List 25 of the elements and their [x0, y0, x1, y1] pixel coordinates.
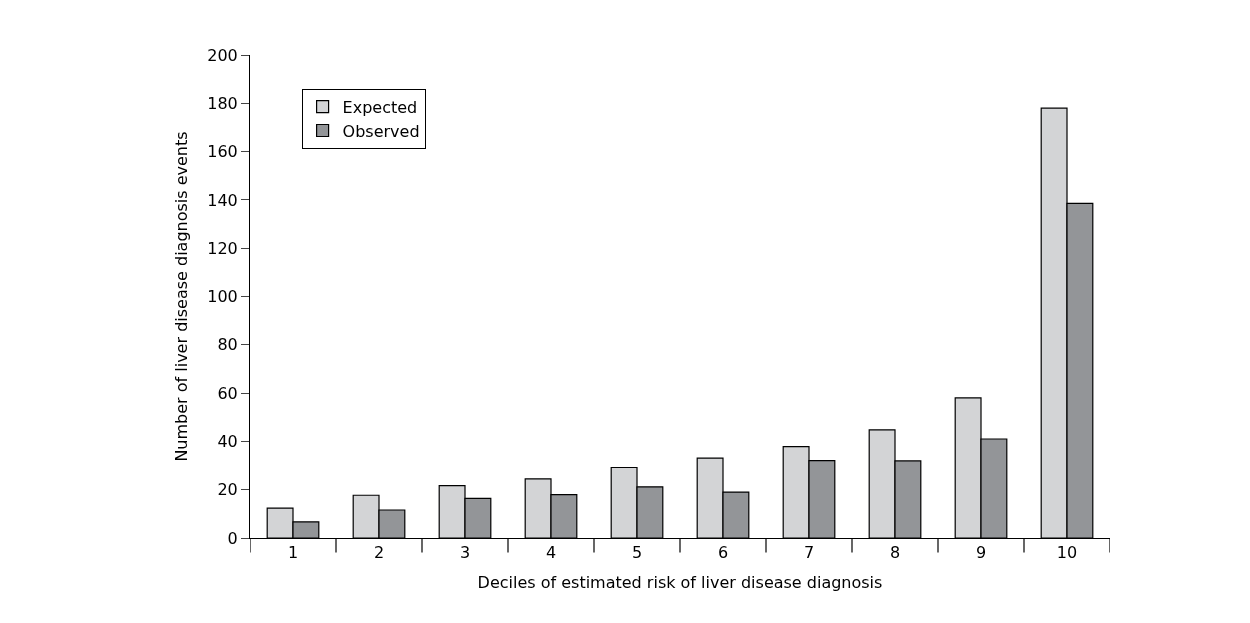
x-tick-label: 5: [631, 543, 643, 563]
x-tick-label: 8: [889, 543, 901, 563]
y-axis-title: Number of liver disease diagnosis events: [172, 131, 192, 462]
y-tick-label: 120: [207, 238, 238, 258]
y-tick-label: 100: [207, 287, 238, 307]
x-tick-label: 2: [373, 543, 385, 563]
y-tick-label: 200: [207, 45, 238, 65]
x-axis-title: Deciles of estimated risk of liver disease diagnosis: [477, 572, 883, 592]
y-tick-label: 160: [207, 142, 238, 162]
y-tick-label: 60: [217, 383, 238, 403]
x-tick-label: 1: [287, 543, 299, 563]
y-tick-label: 180: [207, 93, 238, 113]
y-tick-label: 80: [217, 335, 238, 355]
x-tick-label: 3: [459, 543, 471, 563]
x-tick-label: 6: [717, 543, 729, 563]
x-tick-label: 10: [1056, 543, 1078, 563]
x-tick-label: 7: [803, 543, 815, 563]
legend-label: Observed: [342, 121, 420, 141]
legend-label: Expected: [342, 97, 418, 117]
y-tick-label: 40: [217, 432, 238, 451]
x-tick-label: 4: [545, 543, 557, 563]
y-tick-label: 140: [207, 190, 238, 210]
y-tick-label: 0: [227, 528, 238, 548]
y-tick-label: 20: [217, 480, 238, 500]
x-tick-label: 9: [975, 543, 987, 563]
